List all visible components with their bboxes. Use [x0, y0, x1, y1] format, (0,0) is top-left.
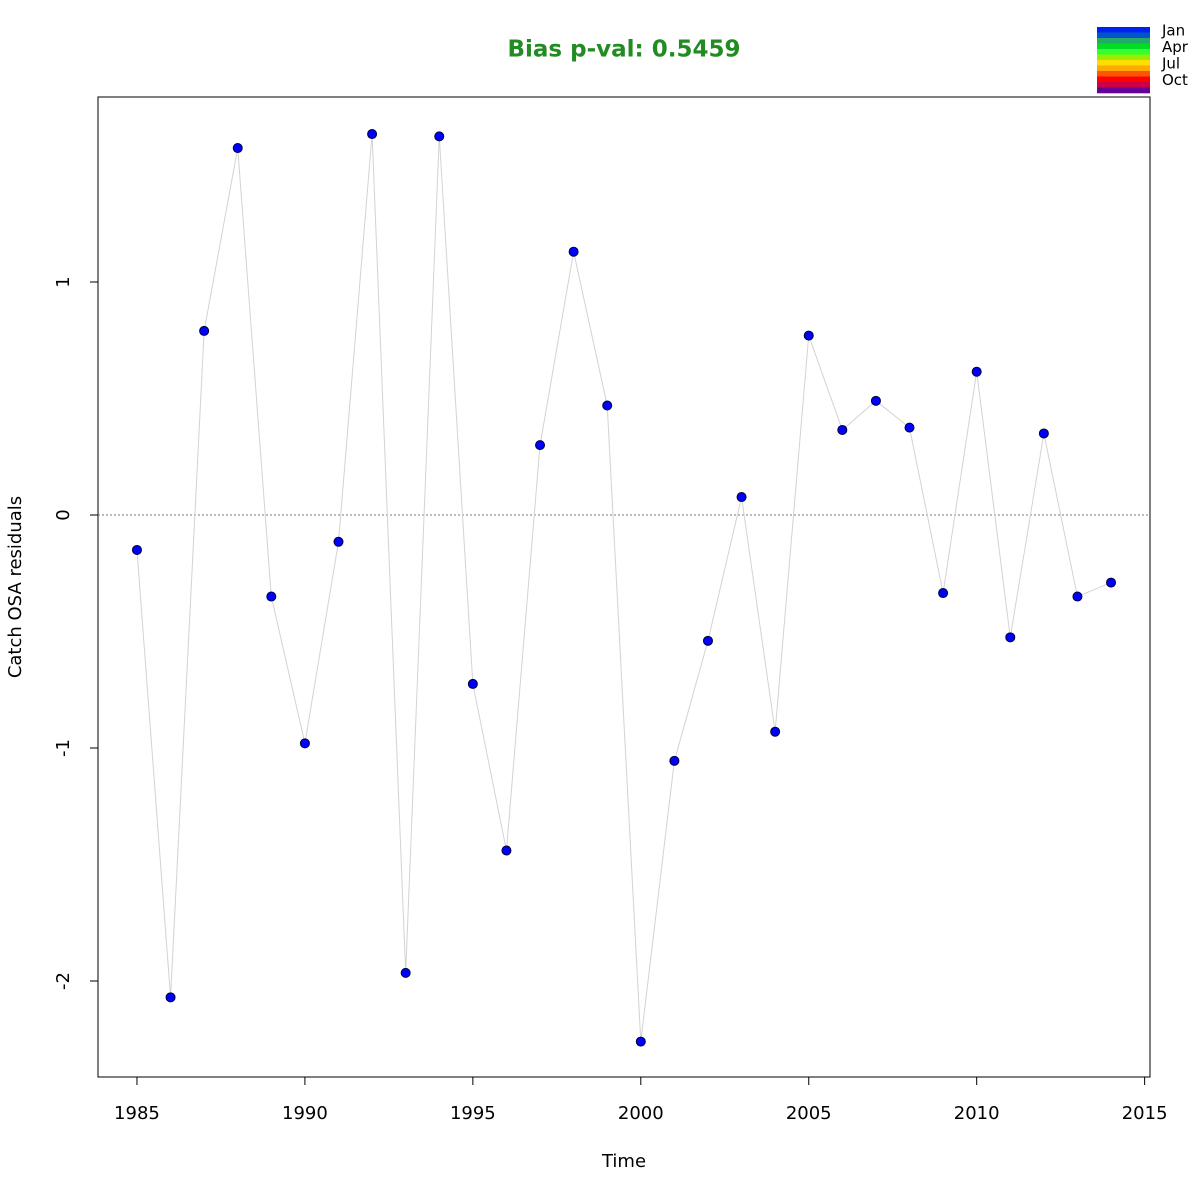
- legend-swatch: [1097, 49, 1150, 55]
- chart-title: Bias p-val: 0.5459: [508, 37, 741, 63]
- data-point: [938, 588, 949, 599]
- legend-swatch: [1097, 43, 1150, 50]
- data-point: [971, 366, 982, 377]
- data-point: [232, 143, 243, 154]
- data-point: [568, 246, 579, 257]
- y-tick-label: -1: [53, 739, 74, 757]
- plot-frame: [97, 96, 1151, 1078]
- x-axis-label: Time: [601, 1151, 646, 1172]
- data-point: [299, 738, 310, 749]
- legend-swatch: [1097, 32, 1150, 39]
- x-tick-label: 1985: [114, 1103, 160, 1124]
- data-point: [199, 325, 210, 336]
- data-point: [535, 440, 546, 451]
- data-point: [1038, 428, 1049, 439]
- legend-label: Jan: [1161, 21, 1185, 39]
- data-point: [467, 678, 478, 689]
- y-tick-label: 1: [53, 276, 74, 287]
- x-tick-label: 1995: [450, 1103, 496, 1124]
- data-point: [904, 422, 915, 433]
- data-point: [803, 330, 814, 341]
- legend-swatch: [1097, 65, 1150, 72]
- data-point: [870, 395, 881, 406]
- data-point: [333, 536, 344, 547]
- data-point: [1005, 632, 1016, 643]
- legend-swatch: [1097, 82, 1150, 88]
- data-point: [367, 129, 378, 140]
- x-tick-label: 1990: [282, 1103, 328, 1124]
- legend-swatch: [1097, 76, 1150, 83]
- legend-label: Oct: [1162, 71, 1188, 89]
- legend-swatch: [1097, 87, 1150, 94]
- data-point: [434, 131, 445, 142]
- data-point: [635, 1036, 646, 1047]
- x-tick-label: 2000: [618, 1103, 664, 1124]
- x-tick-label: 2010: [954, 1103, 1000, 1124]
- legend-swatch: [1097, 60, 1150, 66]
- data-point: [736, 492, 747, 503]
- data-point: [165, 992, 176, 1003]
- y-axis-label: Catch OSA residuals: [5, 496, 26, 678]
- y-tick-label: 0: [53, 509, 74, 520]
- legend-swatch: [1097, 54, 1150, 61]
- data-point: [501, 845, 512, 856]
- x-tick-label: 2015: [1122, 1103, 1168, 1124]
- data-point: [266, 591, 277, 602]
- data-point: [602, 400, 613, 411]
- data-point: [131, 544, 142, 555]
- data-point: [770, 726, 781, 737]
- data-point: [837, 424, 848, 435]
- data-point: [669, 755, 680, 766]
- legend-swatch: [1097, 27, 1150, 33]
- data-point: [1072, 591, 1083, 602]
- legend-label: Jul: [1161, 54, 1180, 72]
- data-point: [702, 635, 713, 646]
- y-tick-label: -2: [53, 972, 74, 990]
- legend-swatch: [1097, 71, 1150, 77]
- legend-swatch: [1097, 38, 1150, 44]
- x-tick-label: 2005: [786, 1103, 832, 1124]
- data-point: [1106, 577, 1117, 588]
- data-point: [400, 967, 411, 978]
- series-line: [136, 134, 1112, 1042]
- legend-label: Apr: [1162, 38, 1189, 56]
